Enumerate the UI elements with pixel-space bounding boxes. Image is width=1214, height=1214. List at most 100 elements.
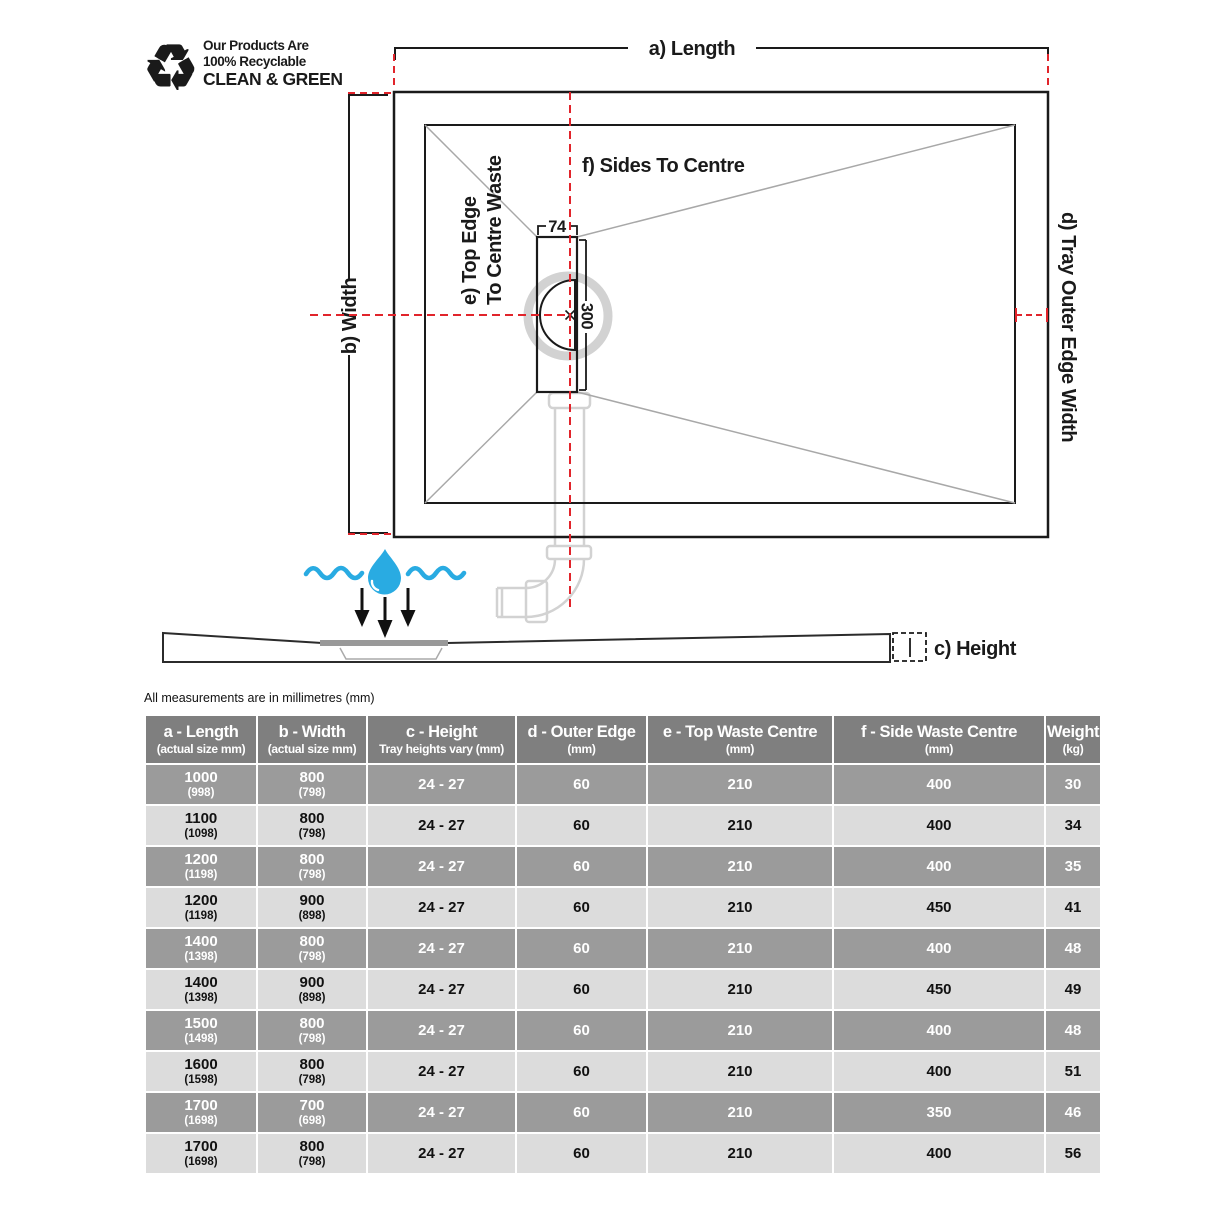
recycle-logo: ♻ Our Products Are 100% Recyclable CLEAN… xyxy=(143,34,343,103)
cell-value: 1400 xyxy=(184,933,218,951)
column-title: e - Top Waste Centre xyxy=(662,722,818,741)
table-cell: 210 xyxy=(646,1091,834,1134)
cell-value: 24 - 27 xyxy=(418,1021,465,1039)
table-cell: 60 xyxy=(515,927,648,970)
table-cell: 48 xyxy=(1044,927,1102,970)
cell-value: 800 xyxy=(299,769,325,787)
table-cell: 1400 (1398) xyxy=(144,968,258,1011)
table-cell: 900 (898) xyxy=(256,886,368,929)
table-cell: 210 xyxy=(646,763,834,806)
table-cell: 210 xyxy=(646,1132,834,1175)
table-row: 1200 (1198) 900 (898) 24 - 27 60 210 450 41 xyxy=(144,886,1102,929)
waste-width-value: 74 xyxy=(548,218,567,236)
table-cell: 400 xyxy=(832,804,1046,847)
table-cell: 41 xyxy=(1044,886,1102,929)
cell-actual-size: (898) xyxy=(298,910,326,923)
table-cell: 210 xyxy=(646,845,834,888)
cell-value: 400 xyxy=(926,1021,952,1039)
table-cell: 56 xyxy=(1044,1132,1102,1175)
brand-line-1: Our Products Are xyxy=(203,38,310,53)
cell-actual-size: (1598) xyxy=(184,1074,218,1087)
table-cell: 1500 (1498) xyxy=(144,1009,258,1052)
table-cell: 210 xyxy=(646,886,834,929)
cell-value: 30 xyxy=(1064,775,1082,793)
table-cell: 60 xyxy=(515,1009,648,1052)
table-cell: 24 - 27 xyxy=(366,1132,517,1175)
column-header-height: c - Height Tray heights vary (mm) xyxy=(366,714,517,765)
table-cell: 400 xyxy=(832,763,1046,806)
cell-value: 24 - 27 xyxy=(418,898,465,916)
cell-actual-size: (798) xyxy=(298,1074,326,1087)
cell-value: 400 xyxy=(926,1062,952,1080)
column-title: f - Side Waste Centre xyxy=(860,722,1018,741)
measurements-note: All measurements are in millimetres (mm) xyxy=(144,691,375,705)
cell-actual-size: (798) xyxy=(298,787,326,800)
column-header-side-waste-centre: f - Side Waste Centre (mm) xyxy=(832,714,1046,765)
table-cell: 60 xyxy=(515,886,648,929)
cell-actual-size: (1198) xyxy=(184,869,218,882)
sides-to-centre-label: f) Sides To Centre xyxy=(582,155,745,177)
table-cell: 400 xyxy=(832,1050,1046,1093)
table-row: 1700 (1698) 800 (798) 24 - 27 60 210 400 56 xyxy=(144,1132,1102,1175)
table-cell: 24 - 27 xyxy=(366,1091,517,1134)
cell-actual-size: (1498) xyxy=(184,1033,218,1046)
cell-actual-size: (798) xyxy=(298,1156,326,1169)
table-cell: 24 - 27 xyxy=(366,927,517,970)
cell-value: 800 xyxy=(299,1015,325,1033)
table-cell: 400 xyxy=(832,927,1046,970)
table-cell: 24 - 27 xyxy=(366,968,517,1011)
table-cell: 24 - 27 xyxy=(366,804,517,847)
cell-value: 1700 xyxy=(184,1097,218,1115)
drain-cover-bar xyxy=(320,640,448,646)
table-cell: 450 xyxy=(832,886,1046,929)
reference-lines xyxy=(310,54,1049,612)
table-cell: 60 xyxy=(515,968,648,1011)
table-cell: 1200 (1198) xyxy=(144,845,258,888)
table-cell: 800 (798) xyxy=(256,845,368,888)
cell-actual-size: (898) xyxy=(298,992,326,1005)
table-cell: 350 xyxy=(832,1091,1046,1134)
tray-slope-lines xyxy=(424,124,1016,504)
cell-value: 46 xyxy=(1064,1103,1082,1121)
cell-value: 60 xyxy=(573,816,590,834)
cell-value: 60 xyxy=(573,857,590,875)
tray-diagram: ♻ Our Products Are 100% Recyclable CLEAN… xyxy=(143,34,1079,663)
down-arrow-icon xyxy=(354,588,370,627)
cell-value: 700 xyxy=(299,1097,325,1115)
cell-actual-size: (1098) xyxy=(184,828,218,841)
cell-value: 60 xyxy=(573,1062,590,1080)
column-title: Weight xyxy=(1046,722,1100,741)
cell-value: 1600 xyxy=(184,1056,218,1074)
column-subtitle: (kg) xyxy=(1062,741,1084,756)
cell-value: 900 xyxy=(299,974,325,992)
column-header-length: a - Length (actual size mm) xyxy=(144,714,258,765)
table-cell: 24 - 27 xyxy=(366,1009,517,1052)
cell-value: 24 - 27 xyxy=(418,980,465,998)
cell-actual-size: (798) xyxy=(298,828,326,841)
table-cell: 800 (798) xyxy=(256,1009,368,1052)
recycle-icon: ♻ xyxy=(143,34,198,103)
cell-value: 51 xyxy=(1064,1062,1082,1080)
cell-actual-size: (1198) xyxy=(184,910,218,923)
column-subtitle: (mm) xyxy=(924,741,954,756)
cell-value: 800 xyxy=(299,851,325,869)
cell-value: 800 xyxy=(299,810,325,828)
brand-line-3: CLEAN & GREEN xyxy=(203,69,343,89)
table-cell: 400 xyxy=(832,1009,1046,1052)
table-cell: 400 xyxy=(832,845,1046,888)
table-cell: 800 (798) xyxy=(256,1132,368,1175)
cell-value: 24 - 27 xyxy=(418,1103,465,1121)
cell-value: 210 xyxy=(727,1021,753,1039)
table-cell: 800 (798) xyxy=(256,763,368,806)
water-drop-icon xyxy=(368,549,401,595)
cell-value: 210 xyxy=(727,898,753,916)
cell-value: 400 xyxy=(926,1144,952,1162)
column-title: b - Width xyxy=(278,722,346,741)
table-cell: 210 xyxy=(646,1050,834,1093)
column-title: d - Outer Edge xyxy=(527,722,636,741)
cell-value: 24 - 27 xyxy=(418,939,465,957)
cell-value: 49 xyxy=(1064,980,1082,998)
outer-edge-width-label: d) Tray Outer Edge Width xyxy=(1057,212,1079,442)
table-row: 1100 (1098) 800 (798) 24 - 27 60 210 400 34 xyxy=(144,804,1102,847)
